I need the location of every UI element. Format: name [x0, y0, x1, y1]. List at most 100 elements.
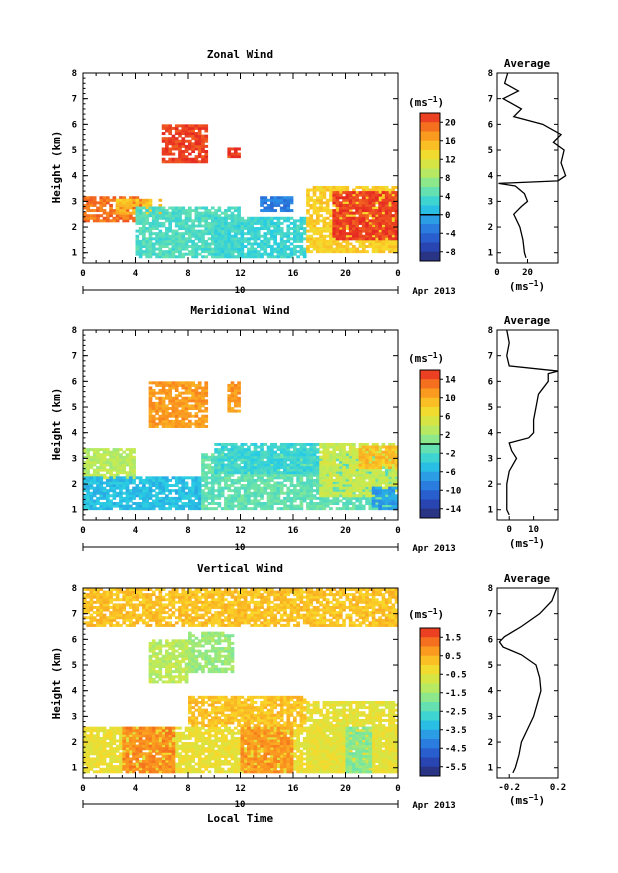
zonal-wind-cell: [332, 232, 337, 236]
zonal-wind-cell: [375, 229, 379, 233]
meridional-wind-cell: [325, 496, 330, 500]
zonal-wind-cell: [148, 232, 153, 236]
zonal-wind-cell: [197, 139, 202, 143]
zonal-wind-cell: [283, 209, 287, 213]
zonal-wind-cell: [286, 216, 291, 220]
zonal-wind-cell: [204, 216, 209, 220]
meridional-wind-cell: [312, 455, 317, 459]
meridional-wind-cell: [89, 466, 94, 470]
meridional-wind-cell: [293, 491, 297, 495]
meridional-wind-cell: [260, 468, 264, 472]
zonal-wind-cell: [273, 209, 277, 213]
meridional-wind-cell: [168, 496, 172, 500]
zonal-wind-cell: [345, 219, 350, 223]
meridional-wind-cell: [201, 471, 205, 475]
meridional-wind-cell: [306, 489, 310, 493]
zonal-wind-cell: [227, 221, 232, 225]
meridional-wind-cell: [210, 476, 215, 480]
zonal-wind-cell: [142, 201, 146, 205]
meridional-wind-cell: [329, 481, 333, 485]
zonal-wind-cell: [306, 191, 310, 195]
meridional-wind-cell: [92, 455, 97, 459]
meridional-wind-cell: [151, 504, 156, 508]
zonal-wind-cell: [174, 216, 179, 220]
zonal-wind-cell: [319, 232, 323, 236]
zonal-wind-cell: [194, 247, 199, 251]
zonal-wind-cell: [368, 227, 373, 231]
zonal-wind-cell: [325, 206, 330, 210]
zonal-wind-cell: [329, 232, 333, 236]
meridional-wind-cell: [92, 476, 97, 480]
meridional-wind-cell: [89, 496, 94, 500]
meridional-wind-cell: [319, 494, 323, 498]
meridional-wind-cell: [233, 442, 238, 446]
meridional-wind-cell: [329, 484, 333, 488]
zonal-wind-cell: [319, 234, 323, 238]
meridional-wind-cell: [256, 489, 261, 493]
meridional-wind-cell: [237, 494, 241, 498]
meridional-wind-cell: [158, 419, 163, 423]
meridional-wind-cell: [375, 496, 379, 500]
zonal-wind-cell: [233, 224, 238, 228]
zonal-wind-cell: [145, 239, 150, 243]
meridional-wind-cell: [112, 484, 117, 488]
zonal-wind-cell: [151, 219, 156, 223]
meridional-wind-cell: [217, 453, 222, 457]
meridional-wind-cell: [378, 460, 382, 464]
zonal-wind-cell: [161, 221, 166, 225]
meridional-wind-cell: [138, 489, 143, 493]
zonal-wind-cell: [214, 211, 218, 215]
meridional-wind-cell: [286, 491, 291, 495]
zonal-wind-cell: [312, 188, 317, 192]
zonal-wind-cell: [283, 252, 287, 256]
zonal-wind-cell: [165, 124, 169, 128]
meridional-wind-cell: [96, 507, 100, 511]
meridional-wind-cell: [115, 466, 120, 470]
zonal-wind-cell: [322, 191, 327, 195]
zonal-wind-cell: [335, 188, 340, 192]
zonal-wind-cell: [99, 206, 104, 210]
zonal-wind-cell: [148, 221, 153, 225]
meridional-wind-cell: [312, 489, 317, 493]
zonal-wind-cell: [201, 142, 205, 146]
zonal-wind-cell: [338, 232, 343, 236]
zonal-wind-cell: [191, 129, 195, 133]
zonal-wind-cell: [119, 209, 123, 213]
zonal-wind-cell: [260, 239, 264, 243]
meridional-wind-cell: [184, 504, 189, 508]
meridional-wind-cell: [158, 381, 163, 385]
zonal-wind-cell: [329, 196, 333, 200]
zonal-wind-cell: [233, 214, 238, 218]
meridional-wind-cell: [286, 496, 291, 500]
meridional-wind-cell: [125, 489, 130, 493]
zonal-wind-cell: [161, 234, 166, 238]
zonal-wind-ytick-label: 1: [72, 249, 77, 259]
meridional-wind-cell: [194, 496, 199, 500]
zonal-wind-cell: [214, 239, 218, 243]
meridional-wind-cell: [375, 473, 379, 477]
zonal-wind-cell: [184, 134, 189, 138]
zonal-wind-cell: [293, 250, 297, 254]
meridional-wind-cell: [312, 484, 317, 488]
zonal-wind-cell: [365, 250, 369, 254]
meridional-wind-cell: [299, 448, 304, 452]
meridional-wind-cell: [197, 481, 202, 485]
zonal-wind-cell: [161, 245, 166, 248]
zonal-wind-cell: [194, 219, 199, 223]
meridional-wind-cell: [151, 507, 156, 511]
meridional-wind-cell: [161, 481, 166, 485]
meridional-wind-cell: [338, 442, 343, 446]
meridional-wind-cell: [181, 491, 186, 495]
zonal-wind-cell: [348, 227, 353, 231]
zonal-wind-cell: [247, 239, 251, 243]
meridional-wind-cell: [263, 471, 268, 475]
zonal-wind-cell: [188, 144, 192, 148]
meridional-wind-cell: [83, 448, 87, 452]
zonal-wind-cell: [325, 227, 330, 231]
zonal-wind-cell: [273, 247, 277, 251]
meridional-wind-cell: [388, 448, 392, 452]
meridional-wind-cell: [266, 450, 271, 454]
zonal-wind-cell: [266, 242, 271, 246]
zonal-wind-cell: [181, 126, 186, 130]
meridional-wind-cell: [92, 468, 97, 472]
